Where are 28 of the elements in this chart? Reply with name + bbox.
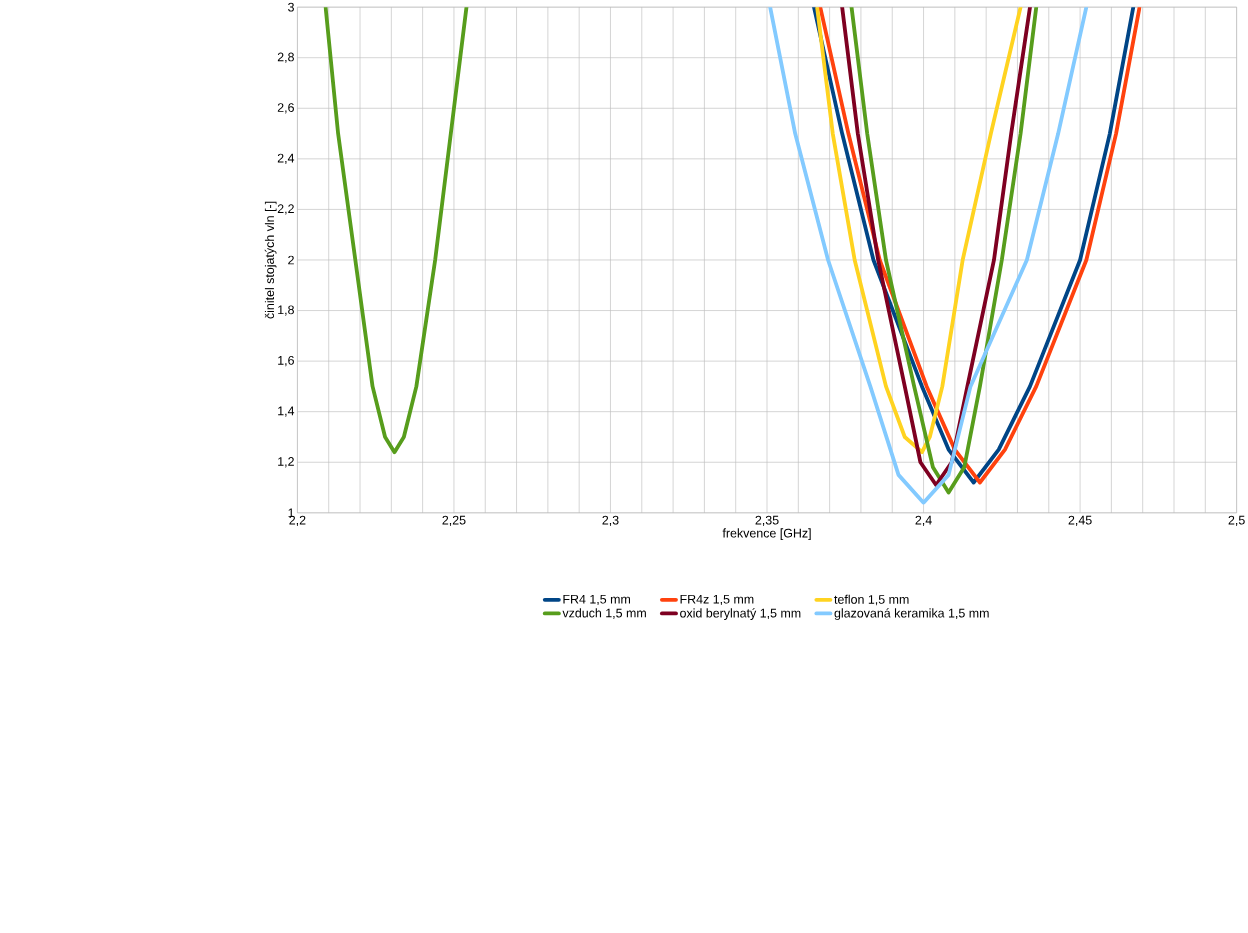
line-series — [815, 7, 1023, 455]
legend-label: glazovaná keramika 1,5 mm — [834, 608, 989, 621]
y-tick-label: 3 — [288, 2, 294, 12]
y-tick-label: 1 — [288, 508, 294, 518]
x-tick-label: 2,35 — [755, 515, 779, 527]
y-tick-label: 1,8 — [278, 305, 294, 316]
line-series — [840, 7, 1032, 488]
y-tick-label: 2,2 — [277, 204, 294, 215]
legend-label: oxid berylnatý 1,5 mm — [680, 608, 801, 621]
y-tick-label: 2,8 — [277, 52, 294, 64]
legend-label: vzduch 1,5 mm — [562, 608, 646, 620]
x-tick-label: 2,3 — [602, 515, 619, 527]
x-tick-label: 2,45 — [1068, 515, 1092, 527]
y-axis-title: činitel stojatých vln [-] — [264, 202, 277, 319]
x-tick-label: 2,25 — [442, 515, 466, 527]
legend-label: FR4z 1,5 mm — [680, 595, 754, 606]
y-tick-label: 2,6 — [277, 103, 294, 114]
line-series — [768, 7, 1089, 505]
x-axis-title: frekvence [GHz] — [722, 528, 811, 541]
y-tick-label: 2 — [288, 255, 294, 265]
y-tick-label: 1,4 — [278, 406, 295, 417]
legend-label: teflon 1,5 mm — [834, 594, 909, 606]
y-tick-label: 2,4 — [277, 153, 295, 165]
legend-label: FR4 1,5 mm — [563, 595, 630, 606]
y-tick-label: 1,6 — [278, 356, 294, 367]
y-tick-label: 1,2 — [278, 457, 294, 468]
x-tick-label: 2,4 — [915, 515, 932, 527]
x-tick-label: 2,5 — [1228, 515, 1245, 527]
